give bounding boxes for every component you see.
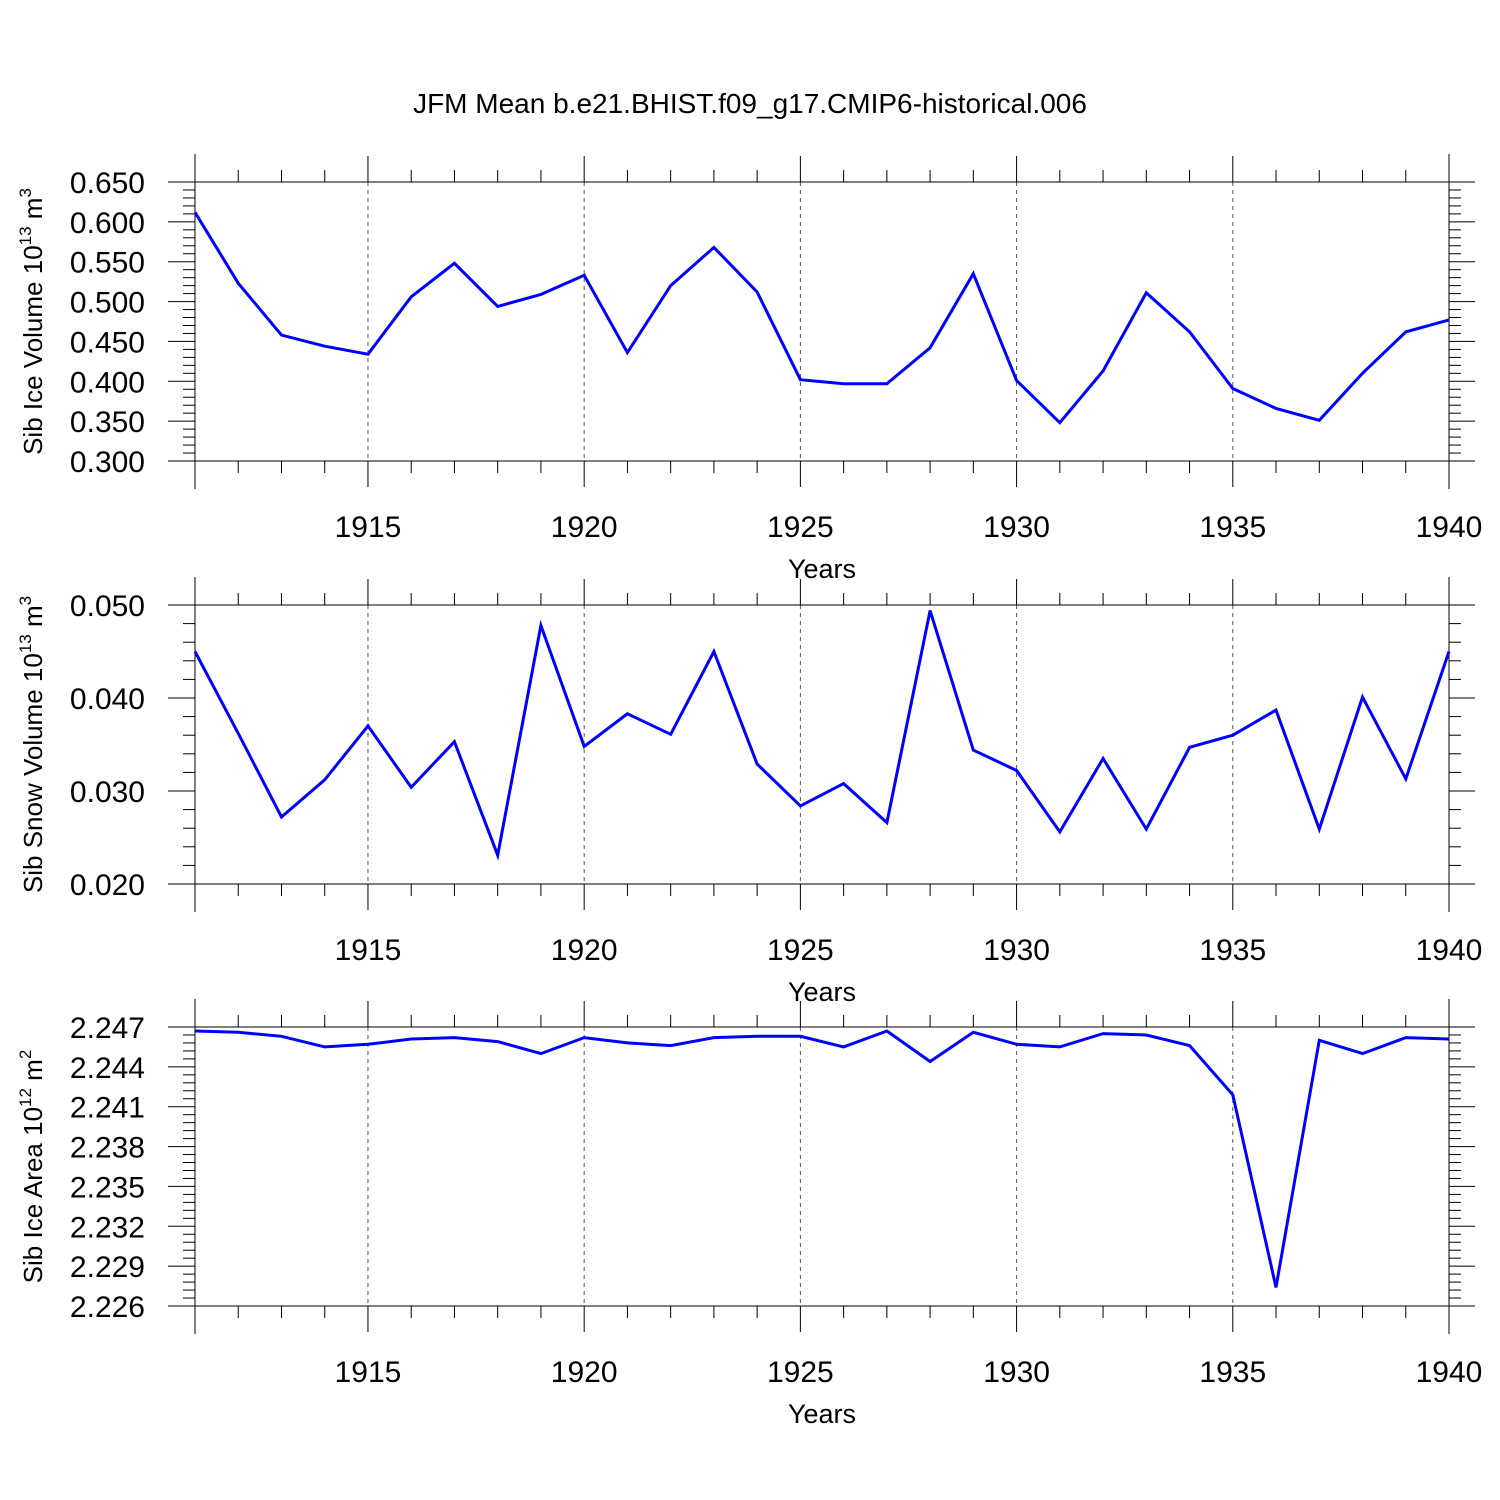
panel3-x-tick-label: 1935 — [1199, 1356, 1266, 1389]
panel2-series-line — [193, 610, 1451, 861]
panel3-x-axis-title: Years — [788, 1399, 856, 1429]
panel1-y-tick-label: 0.500 — [70, 287, 145, 320]
panel2-x-tick-label: 1940 — [1416, 934, 1483, 967]
panel2-y-tick-label: 0.020 — [70, 869, 145, 902]
panel3-x-tick-label: 1920 — [551, 1356, 618, 1389]
panel1-y-tick-label: 0.350 — [70, 406, 145, 439]
panel1-x-tick-label: 1925 — [767, 511, 834, 544]
panel2-x-tick-label: 1925 — [767, 934, 834, 967]
panel3-y-tick-label: 2.238 — [70, 1132, 145, 1165]
panel3-y-tick-label: 2.244 — [70, 1052, 145, 1085]
panel1-series-line — [193, 211, 1450, 425]
chart-title: JFM Mean b.e21.BHIST.f09_g17.CMIP6-histo… — [413, 88, 1087, 119]
panel1-y-tick-label: 0.400 — [70, 366, 145, 399]
panel3-y-axis-title: Sib Ice Area 1012 m2 — [16, 1050, 48, 1284]
panel1-x-tick-label: 1930 — [983, 511, 1050, 544]
panel2-y-axis-title: Sib Snow Volume 1013 m3 — [16, 596, 48, 893]
panel1-x-tick-label: 1920 — [551, 511, 618, 544]
panel3-series-line — [194, 1029, 1450, 1288]
panel3-x-tick-label: 1915 — [335, 1356, 402, 1389]
panel2-x-tick-label: 1915 — [335, 934, 402, 967]
panel2-x-tick-label: 1930 — [983, 934, 1050, 967]
panel1-y-tick-label: 0.600 — [70, 207, 145, 240]
panel1-y-tick-label: 0.450 — [70, 326, 145, 359]
panel2-x-tick-label: 1920 — [551, 934, 618, 967]
panel1-y-axis-title: Sib Ice Volume 1013 m3 — [16, 188, 48, 455]
panel1-y-tick-label: 0.300 — [70, 446, 145, 479]
panel3-y-tick-label: 2.247 — [70, 1012, 145, 1045]
panel3-x-tick-label: 1940 — [1416, 1356, 1483, 1389]
panel3-y-tick-label: 2.235 — [70, 1171, 145, 1204]
panel2-y-tick-label: 0.040 — [70, 683, 145, 716]
panel1-x-axis-title: Years — [788, 554, 856, 584]
panel3-y-tick-label: 2.241 — [70, 1092, 145, 1125]
panel1-x-tick-label: 1935 — [1199, 511, 1266, 544]
panel3-y-tick-label: 2.229 — [70, 1251, 145, 1284]
panel3-y-tick-label: 2.232 — [70, 1211, 145, 1244]
panel2-y-tick-label: 0.050 — [70, 590, 145, 623]
panel1-x-tick-label: 1940 — [1416, 511, 1483, 544]
panel2-y-tick-label: 0.030 — [70, 776, 145, 809]
panel3-x-tick-label: 1930 — [983, 1356, 1050, 1389]
panel2-x-tick-label: 1935 — [1199, 934, 1266, 967]
panel1-x-tick-label: 1915 — [335, 511, 402, 544]
panel2-x-axis-title: Years — [788, 977, 856, 1007]
panel1-y-tick-label: 0.550 — [70, 247, 145, 280]
panel3-x-tick-label: 1925 — [767, 1356, 834, 1389]
panel3-y-tick-label: 2.226 — [70, 1291, 145, 1324]
panel1-y-tick-label: 0.650 — [70, 167, 145, 200]
